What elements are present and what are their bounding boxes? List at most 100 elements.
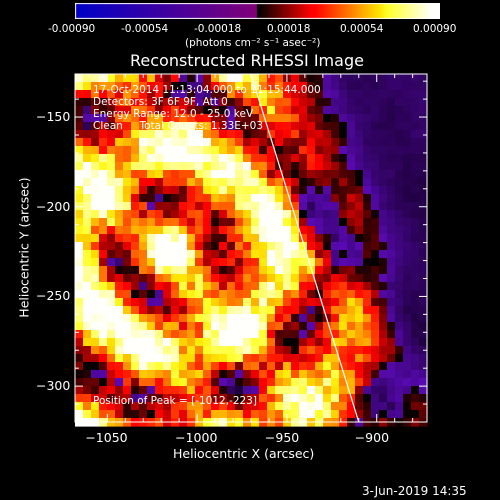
heatmap-cell <box>355 114 364 123</box>
heatmap-cell <box>243 314 252 323</box>
heatmap-cell <box>227 290 236 299</box>
heatmap-cell <box>75 90 84 99</box>
heatmap-cell <box>259 194 268 203</box>
heatmap-cell <box>115 154 124 163</box>
heatmap-cell <box>187 274 196 283</box>
heatmap-cell <box>371 170 380 179</box>
heatmap-cell <box>411 114 420 123</box>
heatmap-cell <box>187 202 196 211</box>
heatmap-cell <box>371 250 380 259</box>
heatmap-cell <box>403 74 412 83</box>
heatmap-cell <box>91 378 100 387</box>
heatmap-cell <box>107 258 116 267</box>
heatmap-cell <box>163 266 172 275</box>
heatmap-cell <box>83 170 92 179</box>
heatmap-cell <box>323 410 332 419</box>
heatmap-cell <box>203 106 212 115</box>
heatmap-cell <box>227 130 236 139</box>
heatmap-cell <box>395 186 404 195</box>
heatmap-cell <box>291 234 300 243</box>
heatmap-cell <box>291 338 300 347</box>
heatmap-cell <box>331 98 340 107</box>
heatmap-cell <box>139 378 148 387</box>
heatmap-cell <box>155 314 164 323</box>
heatmap-cell <box>163 362 172 371</box>
heatmap-cell <box>371 354 380 363</box>
heatmap-cell <box>147 226 156 235</box>
heatmap-cell <box>251 370 260 379</box>
heatmap-cell <box>371 266 380 275</box>
heatmap-cell <box>163 290 172 299</box>
heatmap-cell <box>331 274 340 283</box>
heatmap-cell <box>227 98 236 107</box>
heatmap-cell <box>275 362 284 371</box>
heatmap-cell <box>291 218 300 227</box>
heatmap-cell <box>259 122 268 131</box>
heatmap-cell <box>243 74 252 83</box>
heatmap-cell <box>283 378 292 387</box>
heatmap-cell <box>243 386 252 395</box>
heatmap-cell <box>411 274 420 283</box>
heatmap-cell <box>403 98 412 107</box>
heatmap-cell <box>211 90 220 99</box>
heatmap-cell <box>299 258 308 267</box>
heatmap-cell <box>283 90 292 99</box>
heatmap-cell <box>275 210 284 219</box>
heatmap-cell <box>315 250 324 259</box>
heatmap-cell <box>107 338 116 347</box>
heatmap-cell <box>139 178 148 187</box>
heatmap-cell <box>363 282 372 291</box>
heatmap-cell <box>299 90 308 99</box>
heatmap-cell <box>131 306 140 315</box>
heatmap-cell <box>211 82 220 91</box>
heatmap-cell <box>315 130 324 139</box>
heatmap-cell <box>283 386 292 395</box>
heatmap-cell <box>291 210 300 219</box>
heatmap-cell <box>371 242 380 251</box>
heatmap-cell <box>139 258 148 267</box>
heatmap-cell <box>203 218 212 227</box>
heatmap-cell <box>251 298 260 307</box>
heatmap-cell <box>187 114 196 123</box>
heatmap-cell <box>395 370 404 379</box>
heatmap-cell <box>131 266 140 275</box>
heatmap-cell <box>139 290 148 299</box>
heatmap-cell <box>107 298 116 307</box>
heatmap-cell <box>243 250 252 259</box>
heatmap-cell <box>107 282 116 291</box>
heatmap-cell <box>371 186 380 195</box>
heatmap-cell <box>91 218 100 227</box>
heatmap-cell <box>139 98 148 107</box>
heatmap-cell <box>171 170 180 179</box>
heatmap-cell <box>107 186 116 195</box>
heatmap-cell <box>395 106 404 115</box>
heatmap-cell <box>243 186 252 195</box>
heatmap-cell <box>339 90 348 99</box>
heatmap-cell <box>227 330 236 339</box>
heatmap-cell <box>163 370 172 379</box>
heatmap-cell <box>419 146 428 155</box>
heatmap-cell <box>355 354 364 363</box>
heatmap-cell <box>371 82 380 91</box>
heatmap-cell <box>91 90 100 99</box>
heatmap-cell <box>107 170 116 179</box>
heatmap-cell <box>219 394 228 403</box>
heatmap-cell <box>99 338 108 347</box>
heatmap-cell <box>291 250 300 259</box>
heatmap-cell <box>291 346 300 355</box>
heatmap-cell <box>307 98 316 107</box>
heatmap-cell <box>251 202 260 211</box>
heatmap-cell <box>363 370 372 379</box>
heatmap-cell <box>403 210 412 219</box>
heatmap-cell <box>347 410 356 419</box>
heatmap-cell <box>355 98 364 107</box>
heatmap-cell <box>379 282 388 291</box>
heatmap-cell <box>355 290 364 299</box>
heatmap-cell <box>307 306 316 315</box>
heatmap-cell <box>179 146 188 155</box>
heatmap-cell <box>171 282 180 291</box>
heatmap-cell <box>299 130 308 139</box>
heatmap-cell <box>243 378 252 387</box>
heatmap-cell <box>387 274 396 283</box>
heatmap-cell <box>243 362 252 371</box>
